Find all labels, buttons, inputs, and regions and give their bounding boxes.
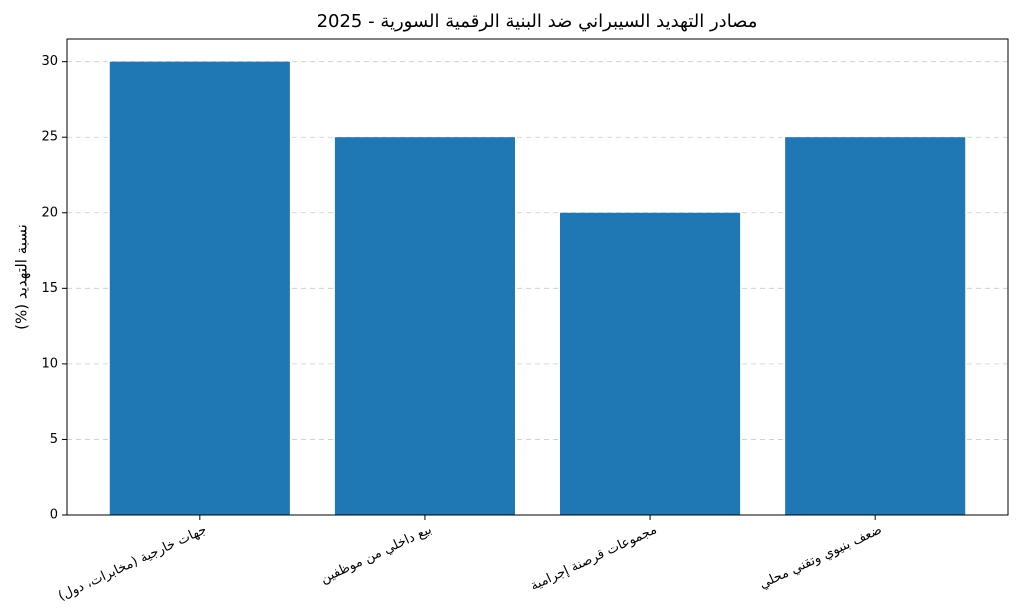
y-tick-label: 5 — [50, 432, 58, 447]
bar — [560, 212, 741, 515]
bar — [785, 137, 966, 515]
x-tick-label: بيع داخلي من موظفين — [318, 522, 434, 587]
x-tick-label: ضعف بنيوي وتقني محلي — [757, 522, 884, 592]
x-tick-label: جهات خارجية (مخابرات، دول) — [56, 522, 209, 604]
bar — [334, 137, 515, 515]
y-tick-label: 25 — [41, 130, 58, 145]
y-axis-label: نسبة التهديد (%) — [13, 224, 31, 330]
bar — [109, 61, 290, 516]
y-tick-label: 30 — [41, 54, 58, 69]
y-tick-label: 20 — [41, 205, 58, 220]
y-tick-label: 10 — [41, 356, 58, 371]
chart-title: مصادر التهديد السيبراني ضد البنية الرقمي… — [317, 11, 758, 32]
y-tick-label: 15 — [41, 281, 58, 296]
x-tick-label: مجموعات قرصنة إجرامية — [528, 522, 659, 594]
y-tick-label: 0 — [50, 508, 58, 523]
plot-frame — [66, 38, 1009, 516]
